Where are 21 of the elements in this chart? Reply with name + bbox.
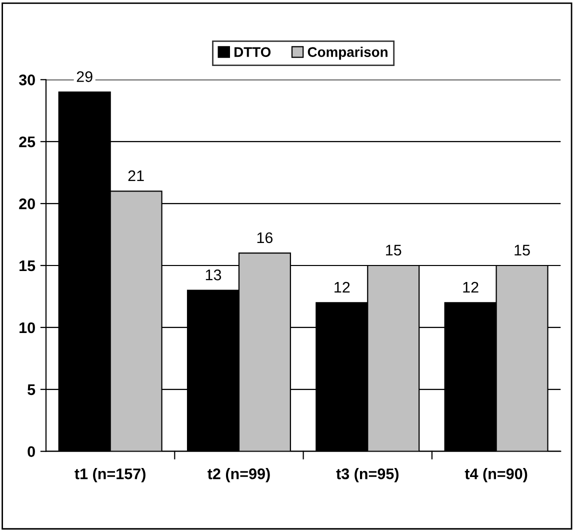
data-label: 13	[206, 269, 222, 280]
data-label: 12	[334, 282, 350, 293]
data-label: 16	[257, 232, 273, 244]
data-label: 15	[386, 244, 402, 256]
data-label: 29	[76, 71, 92, 82]
data-label: 15	[514, 244, 530, 256]
x-tick-label: t3 (n=95)	[336, 468, 399, 482]
x-tick-label: t2 (n=99)	[208, 468, 270, 482]
x-tick-label: t4 (n=90)	[464, 468, 528, 482]
x-tick-label: t1 (n=157)	[74, 468, 146, 482]
data-label: 21	[128, 170, 144, 182]
y-tick-label: 30	[18, 74, 35, 86]
legend-label: Comparison	[308, 46, 388, 60]
legend-label: DTTO	[234, 47, 271, 57]
y-tick-label: 25	[19, 136, 36, 148]
y-tick-label: 10	[20, 322, 35, 334]
y-tick-label: 20	[19, 198, 35, 210]
y-tick-label: 15	[20, 260, 36, 272]
y-tick-label: 0	[28, 446, 35, 458]
y-tick-label: 5	[28, 384, 36, 396]
data-label: 12	[463, 282, 478, 293]
